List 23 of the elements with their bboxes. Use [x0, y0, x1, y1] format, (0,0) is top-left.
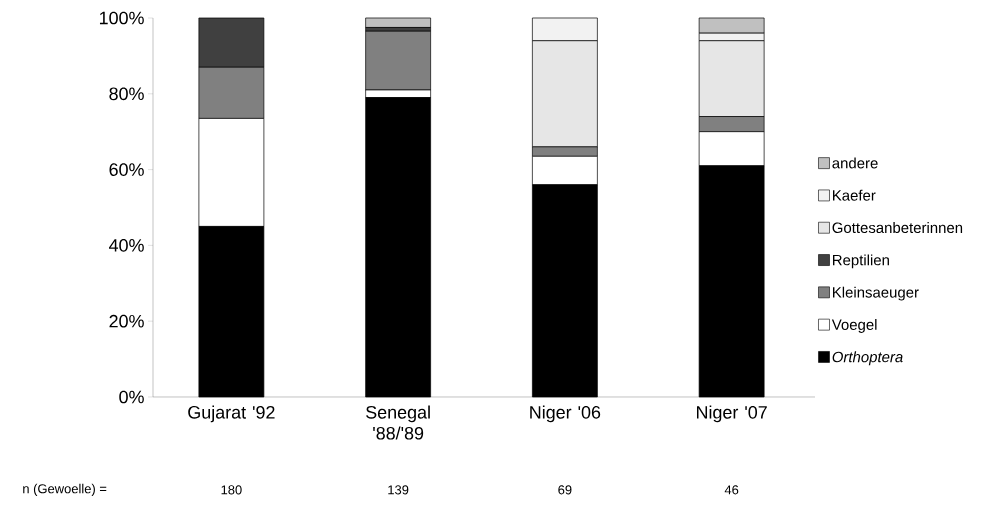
- x-tick-label: Gujarat '92: [188, 405, 275, 423]
- x-tick-label: Niger '07: [697, 405, 767, 423]
- text: 69: [558, 485, 572, 495]
- legend-label: Reptilien: [833, 254, 889, 269]
- x-tick-label: Niger '06: [530, 405, 601, 423]
- y-tick-label: 20%: [109, 314, 144, 328]
- y-tick-label: 100%: [99, 11, 144, 25]
- bar: [365, 17, 431, 28]
- y-tick-label: 0%: [119, 390, 144, 404]
- text: 46: [724, 485, 739, 495]
- text: 180: [221, 485, 242, 495]
- y-tick-label: 60%: [109, 163, 144, 176]
- y-tick-label: 40%: [109, 239, 144, 252]
- text: n (Gewoelle) =: [23, 483, 107, 496]
- legend-label: Orthoptera: [832, 351, 903, 366]
- x-tick-label: Senegal '88/'89: [366, 405, 430, 440]
- legend-label: Voegel: [831, 318, 877, 333]
- legend-label: Kleinsaeuger: [833, 286, 919, 301]
- text: 139: [388, 485, 409, 495]
- legend-label: Gottesanbeterinnen: [832, 222, 963, 234]
- legend-label: Kaefer: [833, 189, 876, 201]
- y-tick-label: 80%: [109, 87, 144, 101]
- legend-label: andere: [832, 157, 878, 169]
